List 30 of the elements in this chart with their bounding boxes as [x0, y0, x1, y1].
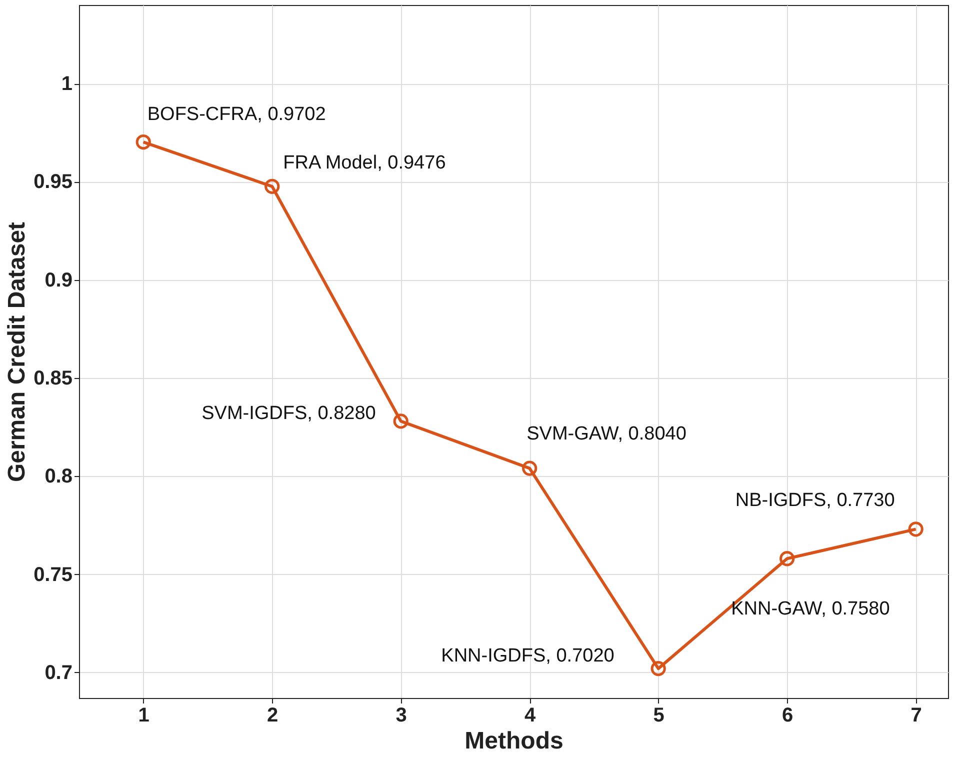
x-tick-label: 6 — [782, 704, 794, 726]
annotation: KNN-IGDFS, 0.7020 — [441, 646, 614, 667]
point — [908, 522, 924, 537]
y-tick-label: 0.9 — [44, 269, 72, 292]
point — [522, 460, 538, 476]
x-tick-label: 5 — [653, 704, 664, 726]
annotation: NB-IGDFS, 0.7730 — [735, 490, 895, 512]
x-tick-label: 4 — [524, 704, 537, 726]
x-tick-label: 7 — [910, 704, 922, 726]
annotation: SVM-IGDFS, 0.8280 — [202, 403, 376, 424]
point — [650, 660, 666, 676]
annotation: BOFS-CFRA, 0.9702 — [147, 104, 326, 126]
y-tick-label: 0.7 — [44, 662, 72, 684]
x-tick-label: 2 — [267, 704, 278, 726]
x-tick-label: 3 — [396, 704, 407, 726]
y-axis-title: German Credit Dataset — [4, 222, 31, 482]
annotation: SVM-GAW, 0.8040 — [526, 423, 686, 444]
point — [393, 414, 408, 429]
y-tick-label: 0.95 — [34, 171, 72, 194]
x-tick-label: 1 — [138, 704, 150, 726]
y-tick-label: 0.75 — [34, 564, 72, 586]
point — [264, 178, 280, 194]
annotation: KNN-GAW, 0.7580 — [731, 598, 890, 620]
point — [780, 551, 795, 566]
x-axis-title: Methods — [464, 728, 564, 754]
y-tick-label: 1 — [61, 73, 72, 96]
y-tick-label: 0.85 — [34, 368, 72, 390]
annotation: FRA Model, 0.9476 — [283, 152, 446, 174]
point — [136, 134, 151, 150]
y-tick-label: 0.8 — [44, 466, 72, 488]
